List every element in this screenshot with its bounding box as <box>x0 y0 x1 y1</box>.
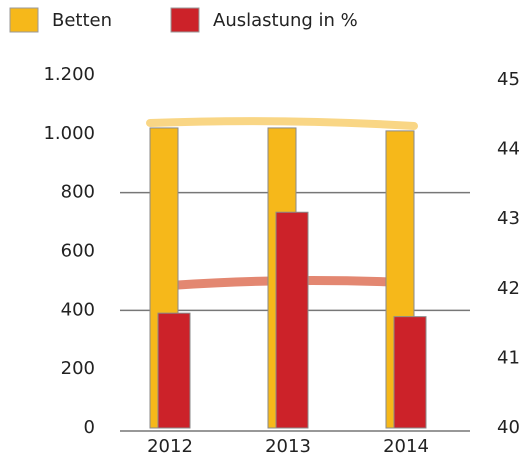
x-tick-label: 2013 <box>265 436 311 457</box>
x-tick-label: 2012 <box>147 436 193 457</box>
y-tick-label: 0 <box>84 417 95 438</box>
y-tick-label: 400 <box>61 299 95 320</box>
y2-tick-label: 40 <box>497 417 520 438</box>
x-tick-label: 2014 <box>383 436 429 457</box>
decor-curve <box>146 117 418 130</box>
bar <box>393 316 427 429</box>
y2-tick-label: 41 <box>497 347 520 368</box>
bar <box>275 211 309 429</box>
y2-tick-label: 45 <box>497 69 520 90</box>
y-tick-label: 1.000 <box>43 123 95 144</box>
y2-tick-label: 44 <box>497 139 520 160</box>
bar <box>157 312 191 429</box>
legend-swatch <box>170 7 200 33</box>
y2-tick-label: 42 <box>497 278 520 299</box>
y-tick-label: 200 <box>61 358 95 379</box>
legend-label: Betten <box>52 10 112 31</box>
y-tick-label: 1.200 <box>43 64 95 85</box>
y-tick-label: 800 <box>61 182 95 203</box>
y2-tick-label: 43 <box>497 208 520 229</box>
y-tick-label: 600 <box>61 241 95 262</box>
legend-label: Auslastung in % <box>213 10 358 31</box>
legend-swatch <box>9 7 39 33</box>
